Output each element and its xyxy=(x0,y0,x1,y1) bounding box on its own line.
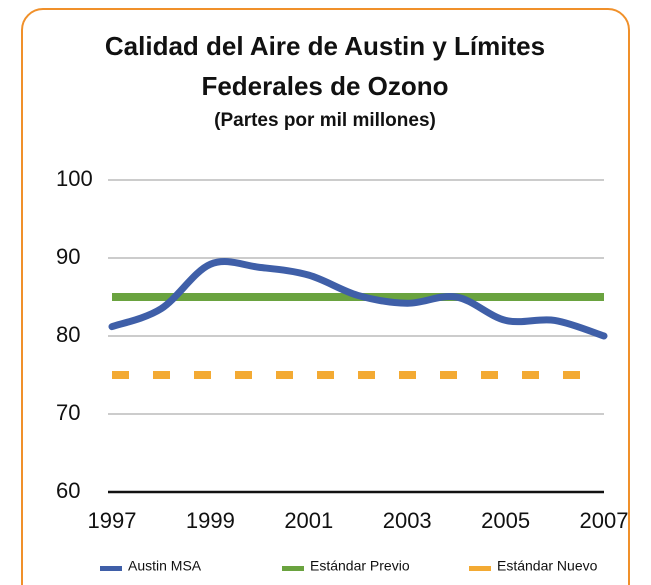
x-tick-label: 2003 xyxy=(383,508,432,533)
x-tick-label: 1997 xyxy=(88,508,137,533)
titles: Calidad del Aire de Austin y Límites Fed… xyxy=(45,26,605,134)
legend-label: Austin MSA xyxy=(128,558,202,574)
legend-swatch xyxy=(100,566,122,571)
chart-subtitle: (Partes por mil millones) xyxy=(214,110,436,131)
chart-title: Calidad del Aire de Austin y Límites Fed… xyxy=(104,31,546,101)
y-tick-label: 60 xyxy=(56,478,80,503)
legend-label: Estándar Previo xyxy=(310,558,410,574)
legend-swatch xyxy=(282,566,304,571)
x-tick-label: 1999 xyxy=(186,508,235,533)
y-tick-label: 70 xyxy=(56,400,80,425)
legend-label: Estándar Nuevo xyxy=(497,558,598,574)
x-tick-label: 2005 xyxy=(481,508,530,533)
x-tick-label: 2007 xyxy=(580,508,629,533)
y-tick-label: 100 xyxy=(56,166,93,191)
frame xyxy=(21,8,630,585)
y-tick-label: 90 xyxy=(56,244,80,269)
legend-swatch xyxy=(469,566,491,571)
series-line xyxy=(108,258,608,340)
x-tick-label: 2001 xyxy=(284,508,333,533)
y-tick-label: 80 xyxy=(56,322,80,347)
